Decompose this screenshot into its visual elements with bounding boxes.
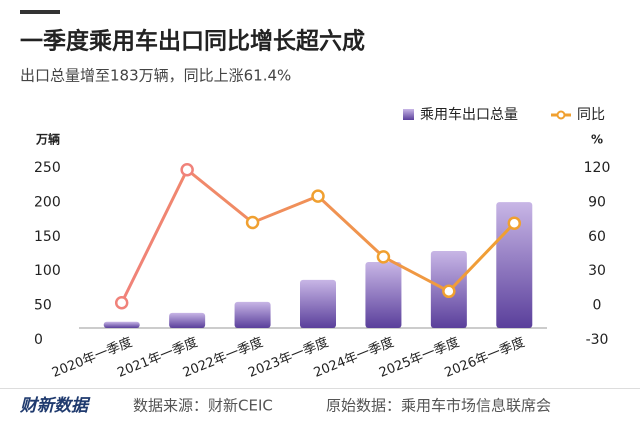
logo: 财新数据 [19,396,91,416]
y-tick-label: 150 [34,229,61,245]
source: 数据来源：财新CEIC [133,397,273,415]
y2-axis-unit: % [591,133,603,147]
y2-tick-label: 120 [584,160,611,176]
y-tick-label: 200 [34,194,61,210]
bar [103,321,140,328]
y2-tick-label: 90 [588,194,606,210]
y-tick-label: 250 [34,160,61,176]
legend-swatch [556,110,566,120]
bar [234,301,271,328]
legend-swatch [403,109,414,120]
legend-label: 同比 [577,107,605,123]
footer-rule [0,388,640,389]
chart-subtitle: 出口总量增至183万辆，同比上涨61.4% [20,67,291,85]
legend-label: 乘用车出口总量 [420,106,518,123]
y-axis-unit: 万辆 [35,132,60,147]
y2-tick-label: 0 [593,298,602,314]
bar [169,312,206,328]
line-point [507,216,522,230]
header-bar [20,10,60,14]
line-point [114,296,129,310]
chart-title: 一季度乘用车出口同比增长超六成 [20,28,365,55]
y-tick-label: 0 [34,332,43,348]
original-source: 原始数据：乘用车市场信息联席会 [326,397,551,415]
line-point [442,284,456,299]
y2-tick-label: -30 [586,332,609,348]
y2-tick-label: 60 [588,229,606,245]
line-point [180,163,194,177]
y-tick-label: 50 [34,298,52,314]
line-point [376,250,391,264]
bar [300,279,336,328]
bar [365,261,402,328]
y2-tick-label: 30 [588,263,606,279]
line-point [245,215,260,230]
line-point [311,189,325,203]
y-tick-label: 100 [34,263,61,279]
